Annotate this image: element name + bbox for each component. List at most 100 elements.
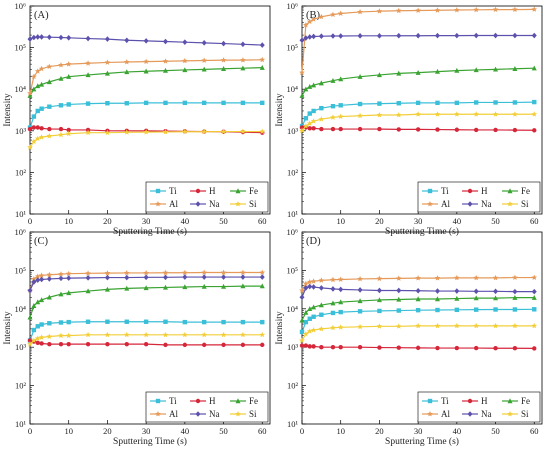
data-point: [259, 42, 265, 48]
legend: Ti H Fe Al Na Si: [145, 181, 269, 213]
data-point: [473, 295, 479, 301]
data-point: [220, 331, 227, 338]
data-point: [454, 288, 460, 294]
data-point: [396, 345, 401, 350]
data-point: [143, 319, 149, 324]
data-point: [338, 345, 343, 350]
data-point: [181, 128, 188, 135]
data-point: [434, 296, 440, 302]
data-point: [311, 314, 316, 319]
legend-item-fe: Fe: [230, 396, 258, 406]
data-point: [182, 342, 188, 348]
data-point: [31, 86, 37, 92]
y-tick-label: 10²: [287, 167, 299, 177]
data-point: [376, 275, 383, 282]
legend-marker: [155, 188, 161, 194]
data-point: [415, 32, 421, 39]
data-point: [473, 274, 480, 281]
data-point: [162, 269, 169, 276]
data-point: [182, 284, 188, 290]
data-point: [66, 275, 72, 281]
data-point: [182, 67, 188, 73]
data-point: [58, 332, 64, 339]
data-point: [330, 126, 336, 132]
data-point: [303, 309, 309, 315]
data-point: [303, 123, 309, 129]
data-point: [377, 126, 382, 132]
data-point: [330, 33, 336, 39]
y-tick-label: 10²: [15, 167, 27, 177]
data-point: [512, 32, 518, 39]
data-point: [493, 295, 499, 301]
data-point: [35, 34, 41, 40]
data-point: [473, 6, 480, 13]
data-point: [39, 341, 44, 346]
data-point: [303, 319, 309, 325]
legend-item-al: Al: [150, 409, 178, 419]
series-ti: [299, 307, 537, 335]
data-point: [105, 341, 110, 347]
legend-label: Si: [249, 199, 257, 209]
data-point: [240, 128, 246, 134]
legend-item-si: Si: [502, 409, 529, 419]
data-point: [454, 100, 460, 106]
data-point: [306, 328, 313, 334]
data-point: [338, 299, 344, 305]
data-point: [46, 34, 52, 40]
data-point: [337, 276, 344, 282]
data-point: [65, 130, 72, 137]
data-point: [330, 345, 336, 350]
x-tick-label: 30: [142, 216, 151, 226]
data-point: [303, 116, 309, 121]
data-point: [221, 274, 227, 280]
data-point: [310, 327, 317, 333]
data-point: [46, 333, 53, 339]
series-na: [27, 34, 265, 48]
legend-item-al: Al: [422, 409, 450, 419]
data-point: [357, 101, 363, 107]
series-al: [27, 56, 266, 96]
x-tick-label: 10: [64, 426, 73, 436]
data-point: [46, 271, 53, 278]
data-point: [104, 70, 110, 76]
legend-marker: [507, 398, 513, 404]
data-point: [357, 126, 363, 132]
data-point: [396, 287, 402, 294]
data-point: [377, 101, 382, 106]
data-point: [182, 319, 188, 325]
data-point: [311, 126, 316, 131]
data-point: [493, 288, 499, 295]
legend-item-si: Si: [230, 199, 257, 209]
data-point: [531, 111, 538, 117]
series-si: [299, 322, 538, 343]
data-point: [376, 33, 382, 39]
data-point: [318, 33, 324, 39]
legend-item-fe: Fe: [502, 396, 530, 406]
x-tick-label: 20: [375, 426, 384, 436]
y-tick-label: 10⁴: [287, 304, 299, 314]
data-point: [338, 103, 343, 108]
data-point: [377, 345, 382, 350]
data-point: [39, 276, 45, 283]
data-point: [162, 67, 168, 73]
data-point: [453, 7, 460, 13]
data-point: [454, 67, 460, 73]
data-point: [303, 285, 309, 291]
x-tick-label: 60: [258, 216, 267, 226]
data-point: [66, 73, 72, 79]
data-point: [318, 116, 325, 122]
panel-label: (B): [306, 10, 321, 21]
data-point: [330, 276, 336, 283]
data-point: [299, 317, 305, 323]
legend-marker: [235, 188, 241, 194]
data-point: [473, 288, 479, 295]
x-axis-label: Sputtering Time (s): [385, 436, 459, 447]
legend-item-na: Na: [190, 199, 220, 209]
data-point: [473, 345, 479, 351]
y-tick-label: 10⁴: [15, 84, 27, 94]
y-tick-label: 10⁴: [15, 304, 27, 314]
data-point: [337, 10, 344, 16]
data-point: [319, 126, 324, 132]
data-point: [31, 114, 37, 119]
